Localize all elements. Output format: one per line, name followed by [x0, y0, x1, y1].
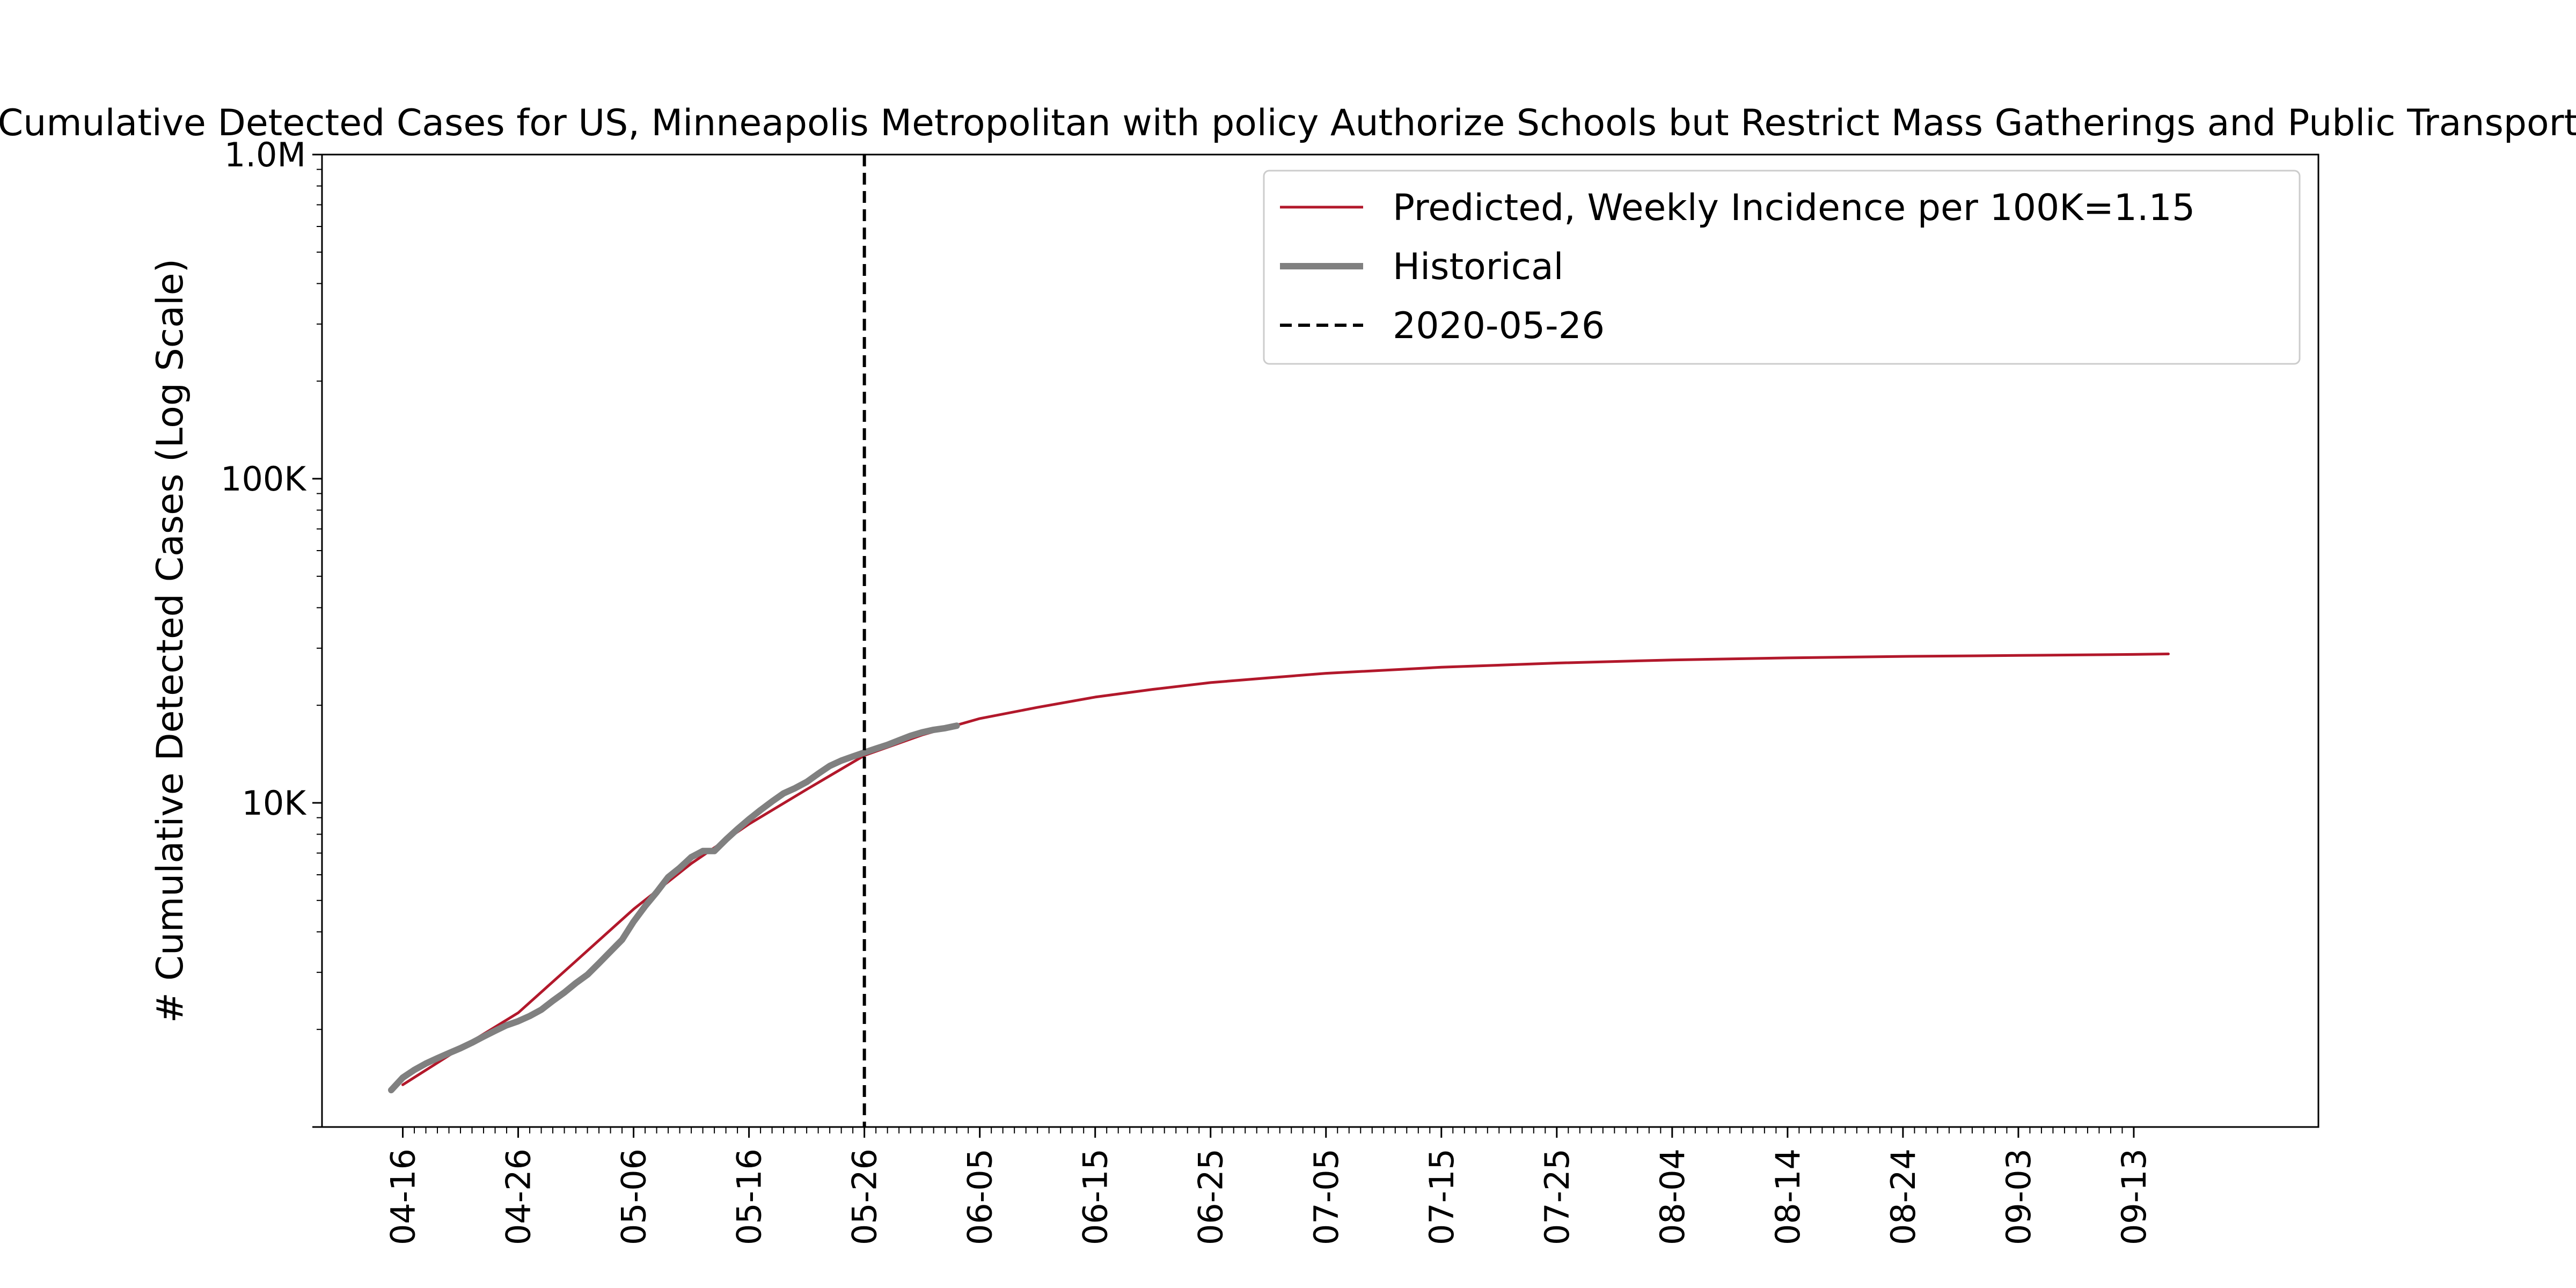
x-tick-label: 05-16: [730, 1148, 769, 1245]
x-tick-label: 06-05: [961, 1148, 1000, 1245]
legend-label-0: Predicted, Weekly Incidence per 100K=1.1…: [1393, 187, 2195, 229]
x-tick-label: 06-25: [1191, 1148, 1231, 1245]
x-tick-label: 04-26: [499, 1148, 538, 1245]
x-tick-label: 08-24: [1884, 1148, 1923, 1245]
y-tick-label: 1.0M: [224, 135, 306, 174]
x-tick-label: 09-13: [2114, 1148, 2154, 1245]
x-tick-label: 06-15: [1076, 1148, 1115, 1245]
x-tick-label: 09-03: [1999, 1148, 2038, 1245]
x-tick-label: 07-05: [1307, 1148, 1346, 1245]
x-tick-label: 07-25: [1538, 1148, 1577, 1245]
x-tick-label: 08-04: [1653, 1148, 1692, 1245]
y-tick-label: 100K: [221, 459, 306, 499]
plot-area: [388, 155, 2170, 1127]
x-tick-label: 04-16: [384, 1148, 423, 1245]
chart-title: Cumulative Detected Cases for US, Minnea…: [0, 102, 2576, 144]
legend-box: [1263, 170, 2301, 365]
series-line-0: [401, 653, 2170, 1086]
x-tick-label: 07-15: [1422, 1148, 1461, 1245]
legend-label-2: 2020-05-26: [1393, 305, 1605, 347]
plot-frame: [321, 153, 2319, 1128]
y-axis-label: # Cumulative Detected Cases (Log Scale): [149, 259, 192, 1023]
x-tick-label: 08-14: [1768, 1148, 1807, 1245]
series-line-1: [388, 722, 960, 1094]
y-tick-label: 10K: [241, 784, 306, 823]
x-tick-label: 05-26: [845, 1148, 884, 1245]
legend: Predicted, Weekly Incidence per 100K=1.1…: [1263, 170, 2301, 365]
axes: 10K 100K 1.0M 04-16 04-26 05-06 05-16 05-26 06-0…: [221, 135, 2154, 1245]
x-tick-label: 05-06: [614, 1148, 654, 1245]
legend-label-1: Historical: [1393, 246, 1564, 288]
